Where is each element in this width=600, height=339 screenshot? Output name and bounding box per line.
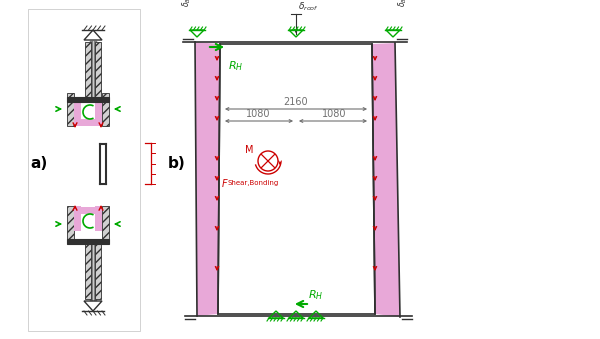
- Bar: [74, 207, 102, 214]
- Bar: [102, 206, 109, 239]
- Text: b): b): [168, 157, 186, 172]
- Polygon shape: [195, 42, 220, 316]
- Text: 2160: 2160: [284, 97, 308, 107]
- Text: 1080: 1080: [322, 109, 346, 119]
- Bar: [67, 206, 74, 239]
- Text: $\delta_{Bonding}$: $\delta_{Bonding}$: [181, 0, 194, 7]
- Text: M: M: [245, 145, 254, 155]
- Polygon shape: [218, 44, 375, 314]
- Text: $R_H$: $R_H$: [228, 59, 244, 73]
- Text: F: F: [222, 179, 227, 189]
- Text: $R_H$: $R_H$: [308, 288, 323, 302]
- Text: Shear,Bonding: Shear,Bonding: [228, 180, 279, 186]
- Bar: [85, 42, 91, 97]
- Bar: [95, 206, 102, 231]
- Bar: [74, 119, 102, 126]
- Text: $\delta_{Bonding}$: $\delta_{Bonding}$: [397, 0, 410, 7]
- Text: $\delta_{roof}$: $\delta_{roof}$: [298, 0, 319, 13]
- Bar: [67, 239, 109, 244]
- Bar: [28, 9, 140, 331]
- Bar: [74, 101, 81, 126]
- Polygon shape: [372, 43, 400, 317]
- Bar: [95, 244, 101, 299]
- Bar: [85, 244, 91, 299]
- Text: a): a): [30, 157, 47, 172]
- Bar: [102, 93, 109, 126]
- Bar: [95, 42, 101, 97]
- Text: 1080: 1080: [246, 109, 270, 119]
- Bar: [95, 101, 102, 126]
- Bar: [67, 93, 74, 126]
- Bar: [67, 97, 109, 102]
- Bar: [74, 206, 81, 231]
